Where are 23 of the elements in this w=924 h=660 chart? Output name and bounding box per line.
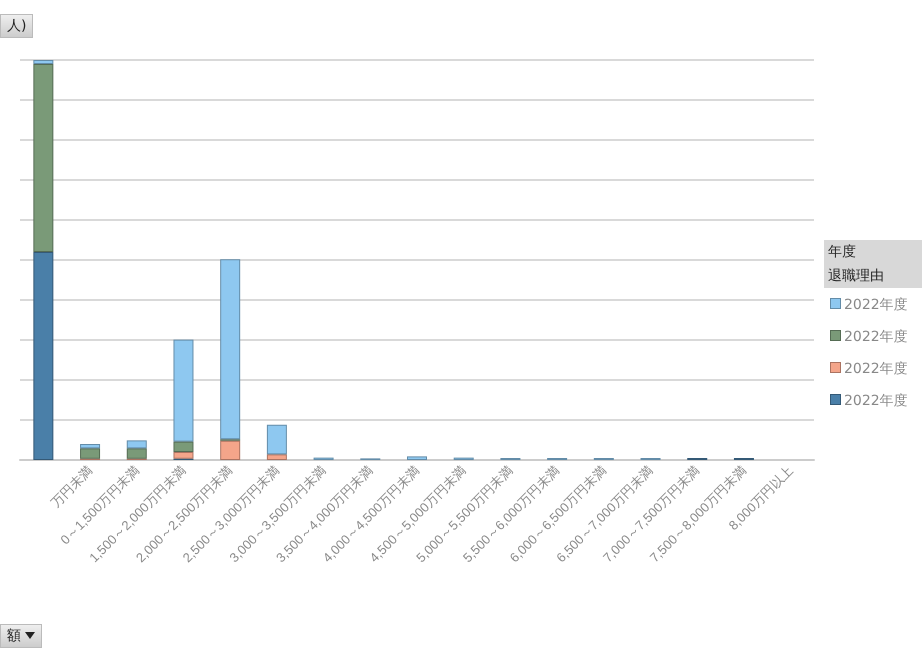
- bar: [80, 448, 100, 459]
- text: 2022年度: [843, 360, 909, 379]
- bar: [266, 454, 287, 460]
- text: 2022年度: [843, 296, 909, 315]
- bar: [33, 252, 54, 460]
- text: 2022年度: [843, 392, 909, 411]
- bar: [173, 340, 194, 442]
- text: 退職理由: [824, 264, 922, 288]
- bar: [173, 442, 194, 452]
- bar: [220, 259, 240, 440]
- bar: [220, 440, 240, 460]
- bar: [173, 452, 194, 459]
- text: 額: [0, 624, 42, 648]
- bar: [407, 456, 427, 460]
- bar: [266, 424, 287, 454]
- bar: [126, 448, 147, 459]
- legend-title: 年度: [824, 240, 922, 264]
- bar: [126, 440, 147, 448]
- text: 人): [0, 14, 34, 38]
- bar: [33, 64, 54, 252]
- bar: [80, 444, 100, 448]
- text: 2022年度: [843, 328, 909, 347]
- bar: [33, 60, 54, 64]
